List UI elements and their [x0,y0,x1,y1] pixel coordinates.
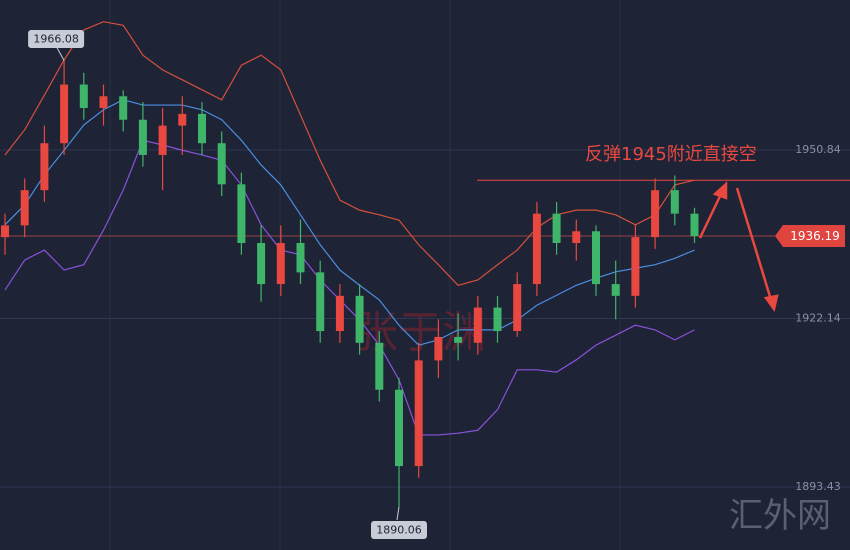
high-pointer [55,45,65,61]
candle-body [60,84,69,144]
candle-body [651,190,660,238]
high-label: 1966.08 [33,33,79,46]
low-pointer [396,506,400,521]
candle-body [198,113,206,144]
band-line [4,139,695,436]
candle-body [552,213,561,244]
band-line [4,21,695,286]
candle-body [690,213,699,237]
candle-body [592,231,600,285]
arrow-head [712,181,728,200]
candle-body [670,190,679,214]
candle-body [434,336,443,361]
y-tick-label: 1893.43 [795,480,841,493]
candle-body [237,184,246,244]
candle-body [99,96,108,109]
candle-body [276,243,285,285]
arrows [698,181,779,312]
watermark: 张于渊 [354,307,486,358]
candle-body [473,307,482,343]
background-grid [109,0,621,550]
candle-body [454,336,463,343]
candle-body [493,307,502,332]
candle-body [532,213,541,285]
candle-body [40,143,49,191]
arrow-up [698,191,724,239]
candle-body [296,243,305,273]
arrow-head [763,294,779,312]
candle-body [414,360,423,467]
price-tag-label: 1936.19 [790,229,840,243]
price-tag [775,225,845,248]
band-line [4,99,695,346]
candle-body [158,125,167,155]
candle-body [572,231,581,244]
low-label: 1890.06 [376,524,422,537]
candle-body [119,96,128,120]
high-label-box [28,30,85,48]
arrow-down [735,187,773,301]
candle-body [138,119,147,155]
site-mark: 汇外网 [729,496,831,536]
candle-body [335,295,344,332]
plot: 1950.84 1922.14 1893.43 1966.08 1890.06 1936.… [0,21,850,539]
candle-body [513,284,522,332]
candle-body [355,295,364,343]
candle-body [611,284,620,296]
candle-body [316,272,325,332]
y-tick-label: 1922.14 [795,311,841,324]
low-label-box [371,521,427,539]
candle-body [178,113,187,126]
candle-body [1,225,9,238]
candle-body [20,190,29,226]
candle-body [375,342,384,390]
candle-body [79,84,88,109]
candle-body [395,389,403,467]
candle-body [257,243,266,285]
candle-body [631,237,640,296]
candle-body [217,143,226,185]
annotation: 反弹1945附近直接空 [585,144,757,165]
y-tick-label: 1950.84 [795,143,841,156]
